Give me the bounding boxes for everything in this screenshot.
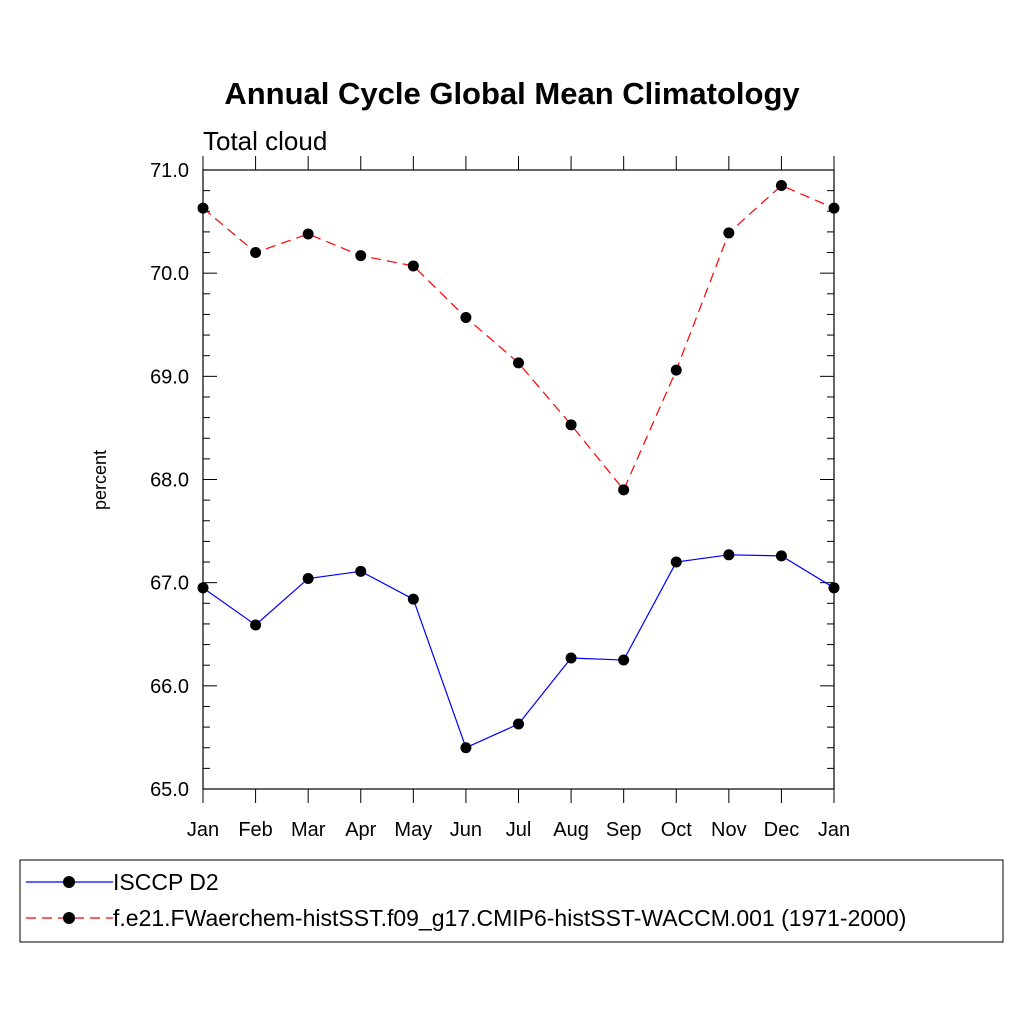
series-layer — [197, 179, 840, 754]
y-tick-label: 65.0 — [150, 779, 189, 801]
series-line-1 — [202, 184, 835, 491]
series-0-point — [250, 619, 262, 631]
series-0-point — [565, 652, 577, 664]
series-1-point — [513, 357, 524, 369]
series-1-point — [723, 227, 735, 239]
legend-marker-isccp — [63, 876, 75, 888]
x-tick-label: Dec — [764, 819, 800, 841]
x-tick-label: Aug — [553, 819, 589, 841]
series-0-point — [775, 550, 787, 562]
x-tick-label: May — [394, 819, 432, 841]
y-tick-label: 66.0 — [150, 676, 189, 698]
y-tick-label: 69.0 — [150, 366, 189, 388]
x-tick-label: Nov — [711, 819, 747, 841]
x-tick-label: Jun — [450, 819, 482, 841]
y-tick-label: 68.0 — [150, 470, 189, 492]
x-tick-label: Mar — [291, 819, 326, 841]
series-0-point — [355, 565, 367, 577]
x-tick-label: Jul — [506, 819, 532, 841]
legend-box — [19, 859, 1004, 943]
chart-title: Annual Cycle Global Mean Climatology — [224, 76, 800, 111]
x-tick-label: Jan — [818, 819, 850, 841]
series-1-point — [670, 364, 682, 376]
chart-subtitle: Total cloud — [203, 126, 327, 156]
x-tick-label: Sep — [606, 819, 642, 841]
series-0-point — [407, 593, 419, 605]
series-0-point — [723, 549, 735, 561]
y-tick-label: 70.0 — [150, 263, 189, 285]
series-1-point — [460, 312, 472, 324]
y-tick-label: 67.0 — [150, 573, 189, 595]
ticks-layer: 65.0 66.0 67.0 68.0 69.0 70.0 71.0 Jan Feb Mar Apr… — [150, 156, 850, 841]
x-tick-label: Jan — [187, 819, 219, 841]
x-tick-label: Feb — [238, 819, 272, 841]
y-tick-label: 71.0 — [150, 160, 189, 182]
series-1-point — [775, 179, 787, 191]
x-tick-label: Oct — [661, 819, 693, 841]
legend: ISCCP D2 f.e21.FWaerchem-histSST.f09_g17… — [19, 859, 1004, 943]
legend-marker-model — [63, 912, 75, 924]
series-1-point — [407, 260, 419, 272]
series-0-point — [670, 556, 682, 568]
series-0-point — [513, 718, 524, 730]
x-tick-label: Apr — [345, 819, 376, 841]
y-axis-label: percent — [90, 450, 110, 510]
series-0-point — [302, 573, 314, 585]
series-0-point — [460, 742, 472, 754]
series-1-point — [618, 484, 630, 496]
series-1-point — [355, 250, 367, 262]
plot-frame — [202, 169, 835, 790]
series-0-point — [618, 654, 630, 666]
series-1-point — [565, 419, 577, 431]
series-1-point — [250, 247, 262, 259]
legend-label-model: f.e21.FWaerchem-histSST.f09_g17.CMIP6-hi… — [113, 905, 906, 931]
legend-label-isccp: ISCCP D2 — [113, 869, 219, 895]
series-1-point — [302, 228, 314, 240]
